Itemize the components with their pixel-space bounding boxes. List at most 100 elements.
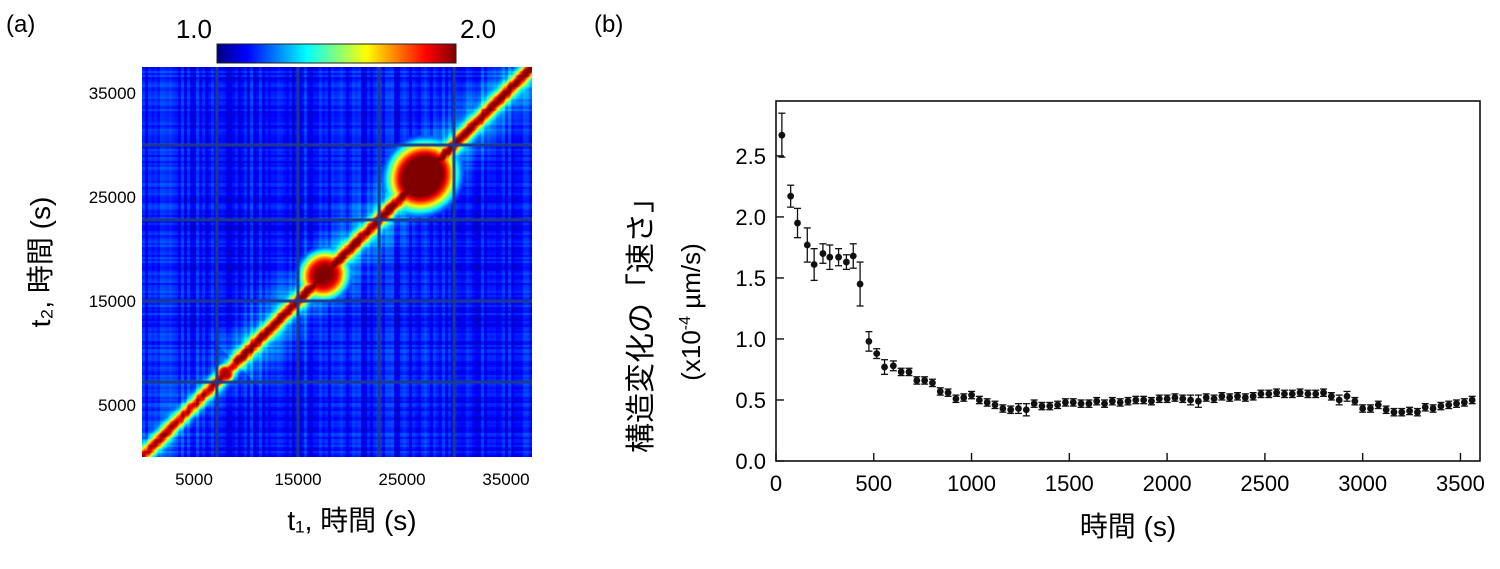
x-tick-label-0: 0	[770, 471, 782, 496]
data-point	[905, 368, 913, 376]
y-unit-exponent: -4	[677, 316, 694, 330]
data-point	[1108, 397, 1116, 405]
data-point	[975, 396, 983, 404]
data-point	[1054, 401, 1061, 409]
heatmap-image-holder	[142, 67, 532, 457]
data-point	[1351, 397, 1359, 405]
data-point	[1257, 390, 1265, 398]
data-point	[1445, 401, 1453, 409]
data-point	[1202, 394, 1210, 401]
heatmap-y-tick-1: 15000	[89, 292, 136, 311]
data-point	[1343, 392, 1351, 400]
data-point	[1163, 395, 1171, 403]
data-point	[794, 219, 801, 227]
data-point	[983, 399, 991, 406]
data-point	[803, 241, 811, 249]
data-point	[1155, 395, 1163, 403]
panel-label-a: (a)	[6, 11, 35, 38]
data-point	[810, 261, 818, 268]
data-point	[1320, 389, 1327, 397]
heatmap-panel: 1.0 2.0 5000 15000 25000 35000 5000 15000 2500…	[25, 14, 532, 536]
data-point	[1374, 401, 1382, 409]
data-point	[835, 253, 842, 261]
data-point	[1296, 389, 1304, 397]
data-point	[1367, 405, 1374, 412]
data-point	[819, 250, 827, 257]
data-point	[897, 368, 905, 376]
data-point	[1281, 390, 1288, 398]
scatter-y-axis-unit: (x10-4 µm/s)	[676, 243, 706, 381]
x-tick-label-2: 1000	[947, 471, 996, 496]
data-point	[1288, 390, 1296, 398]
data-point	[999, 405, 1007, 412]
data-point	[1234, 392, 1241, 400]
data-point	[1406, 407, 1413, 415]
heatmap-x-tick-0: 5000	[175, 470, 213, 489]
data-point	[952, 395, 960, 403]
data-point	[1007, 406, 1015, 414]
heatmap-y-tick-0: 5000	[98, 396, 136, 415]
data-point	[1015, 405, 1022, 412]
data-point	[1085, 400, 1093, 408]
data-point	[778, 131, 786, 139]
data-point	[856, 280, 864, 288]
data-point	[929, 379, 936, 387]
x-tick-label-5: 2500	[1240, 471, 1289, 496]
y-tick-label-2: 1.0	[735, 327, 766, 352]
data-point	[1304, 390, 1312, 398]
data-point	[1226, 394, 1234, 401]
data-point	[913, 377, 921, 384]
x-tick-label-3: 1500	[1045, 471, 1094, 496]
y-unit-suffix: µm/s)	[676, 243, 706, 316]
data-point	[921, 377, 929, 384]
heatmap-x-axis-label: t₁, 時間 (s)	[287, 505, 416, 536]
x-tick-label-7: 3500	[1436, 471, 1485, 496]
data-point	[1335, 396, 1343, 404]
data-point	[1382, 406, 1390, 414]
data-point	[960, 394, 968, 401]
colorbar	[216, 43, 457, 64]
panel-label-b: (b)	[594, 11, 623, 38]
y-tick-label-1: 0.5	[735, 388, 766, 413]
data-point	[1038, 402, 1046, 410]
data-point	[936, 388, 944, 395]
data-point	[865, 338, 873, 345]
data-point	[1453, 400, 1460, 408]
data-point	[1132, 396, 1140, 404]
scatter-y-axis-label: 構造変化の「速さ」	[625, 183, 658, 453]
data-point	[1437, 402, 1445, 410]
y-tick-label-5: 2.5	[735, 144, 766, 169]
data-point	[1101, 400, 1108, 408]
data-point	[1179, 395, 1187, 403]
data-point	[1077, 400, 1085, 408]
data-point	[1124, 397, 1132, 405]
heatmap-x-tick-3: 35000	[482, 470, 529, 489]
data-point	[1468, 396, 1476, 404]
data-point	[1062, 399, 1069, 406]
heatmap-x-tick-1: 15000	[274, 470, 321, 489]
data-point	[1116, 399, 1124, 406]
data-point	[1398, 408, 1406, 416]
data-point	[1359, 405, 1367, 412]
data-point	[1312, 390, 1320, 398]
heatmap-y-axis-label: t₂, 時間 (s)	[25, 197, 56, 328]
data-point	[991, 401, 999, 409]
scatter-x-axis-label: 時間 (s)	[1080, 511, 1176, 542]
data-point	[1022, 406, 1030, 414]
colorbar-max-label: 2.0	[460, 14, 496, 44]
data-point	[1249, 392, 1257, 400]
heatmap-ticks: 5000 15000 25000 35000 5000 15000 25000 35000	[89, 84, 530, 489]
data-point	[1429, 405, 1437, 412]
data-point	[1069, 399, 1077, 406]
data-point	[1148, 397, 1155, 405]
data-point	[1273, 389, 1281, 397]
data-point	[881, 363, 888, 371]
scatter-ticks: 0 500 1000 1500 2000 2500 3000 3500 0.0 0.5 1.0 1.5…	[735, 144, 1485, 496]
heatmap-canvas	[142, 67, 532, 457]
data-point	[889, 362, 897, 370]
data-point	[1210, 395, 1218, 403]
y-unit-prefix: (x10	[676, 330, 706, 381]
data-point	[1046, 402, 1054, 410]
